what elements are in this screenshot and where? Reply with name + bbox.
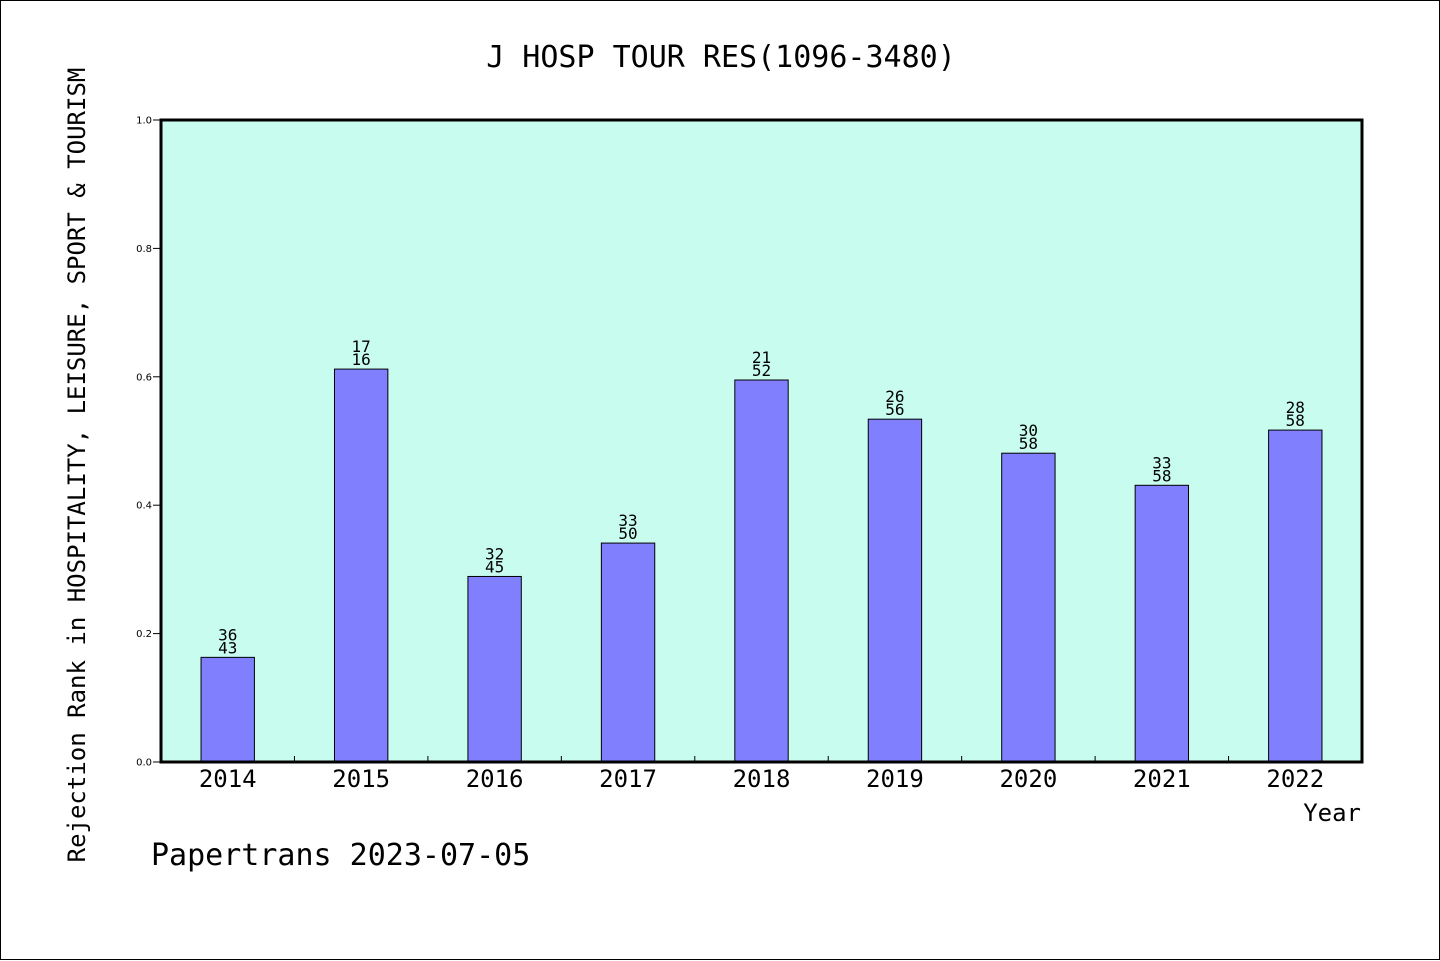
- x-tick-label: 2019: [866, 765, 924, 793]
- bar-label-bottom: 45: [485, 557, 504, 576]
- bar-label-bottom: 58: [1286, 411, 1305, 430]
- bar-2018: [734, 379, 789, 763]
- bar-2014: [200, 656, 255, 763]
- x-tick-label: 2021: [1133, 765, 1191, 793]
- y-tick-label: 1.0: [136, 116, 152, 127]
- bar-2017: [600, 542, 656, 763]
- bar-2021: [1134, 484, 1190, 763]
- bar-label-top: 33: [1152, 453, 1171, 472]
- x-tick-label: 2016: [466, 765, 524, 793]
- bar-label-top: 17: [352, 337, 371, 356]
- bar-2016: [467, 575, 522, 763]
- footer-credit: Papertrans 2023-07-05: [151, 838, 530, 873]
- x-tick-label: 2020: [999, 765, 1057, 793]
- bar-label-bottom: 43: [218, 638, 237, 657]
- x-tick-label: 2015: [332, 765, 390, 793]
- y-tick-label: 0.4: [136, 501, 152, 512]
- bar-label-bottom: 50: [618, 524, 637, 543]
- bar-label-bottom: 56: [885, 400, 904, 419]
- bar-2020: [1001, 452, 1056, 763]
- bar-label-top: 28: [1286, 398, 1305, 417]
- bar-label-top: 32: [485, 544, 504, 563]
- bar-label-bottom: 52: [752, 361, 771, 380]
- bar-label-top: 30: [1019, 421, 1038, 440]
- y-tick-label: 0.6: [136, 372, 152, 383]
- x-tick-label: 2014: [199, 765, 257, 793]
- chart-title: J HOSP TOUR RES(1096-3480): [486, 40, 956, 75]
- bar-2015: [333, 368, 389, 763]
- bar-2019: [867, 418, 923, 763]
- y-axis-label: Rejection Rank in HOSPITALITY, LEISURE, …: [63, 68, 91, 863]
- bar-label-bottom: 16: [352, 350, 371, 369]
- y-tick-label: 0.0: [136, 758, 152, 769]
- y-tick-label: 0.8: [136, 244, 152, 255]
- x-tick-label: 2018: [733, 765, 791, 793]
- bar-label-top: 21: [752, 348, 771, 367]
- bar-label-top: 36: [218, 625, 237, 644]
- bar-label-bottom: 58: [1019, 434, 1038, 453]
- x-axis-label: Year: [1303, 799, 1361, 827]
- bar-2022: [1268, 429, 1323, 763]
- plot-border: [159, 118, 1364, 764]
- bar-label-top: 33: [618, 511, 637, 530]
- x-tick-label: 2022: [1266, 765, 1324, 793]
- bar-label-bottom: 58: [1152, 466, 1171, 485]
- y-tick-label: 0.2: [136, 629, 152, 640]
- bar-label-top: 26: [885, 387, 904, 406]
- x-tick-label: 2017: [599, 765, 657, 793]
